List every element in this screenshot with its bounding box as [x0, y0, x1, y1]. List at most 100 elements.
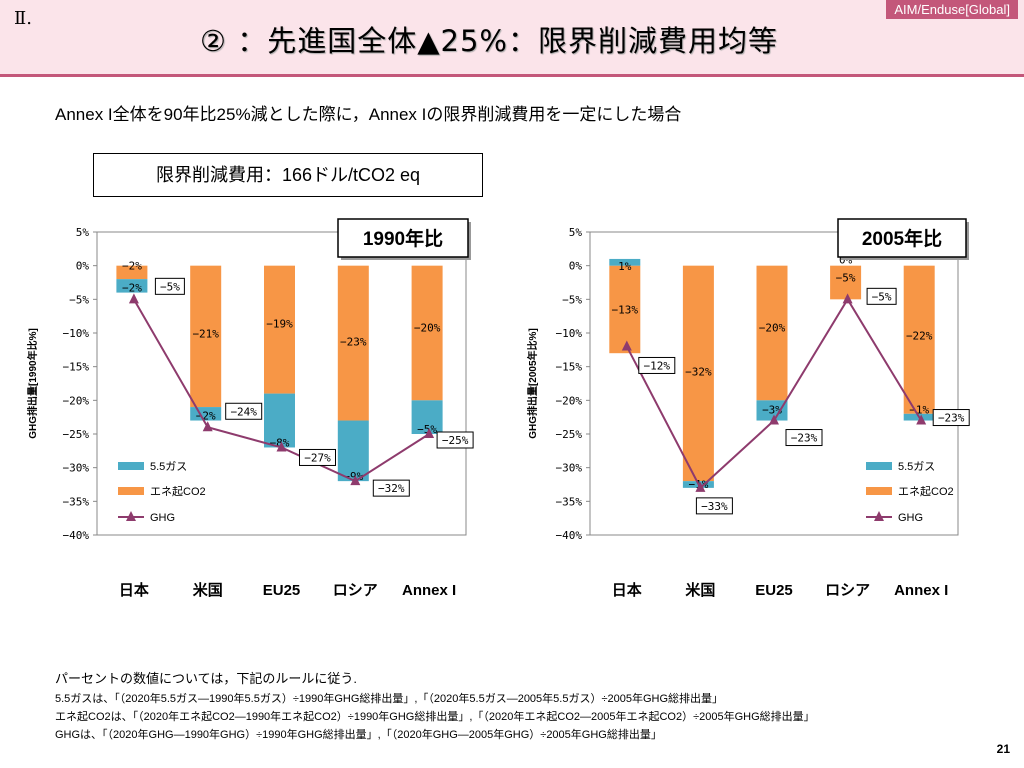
ghg-label-box — [299, 448, 336, 466]
ghg-data-label: −5% — [872, 290, 892, 303]
y-tick-label: −25% — [556, 428, 583, 441]
co2-data-label: −20% — [414, 322, 441, 335]
co2-bar — [264, 265, 295, 394]
legend-swatch-co2 — [118, 487, 144, 495]
ghg-label-box — [436, 431, 474, 449]
co2-data-label: −23% — [340, 336, 367, 349]
category-label: Annex I — [402, 582, 456, 599]
category-label: 日本 — [119, 581, 149, 599]
chart-title: 1990年比 — [363, 227, 443, 250]
ghg-marker — [350, 475, 361, 486]
co2-bar — [337, 265, 369, 421]
category-label: 米国 — [685, 581, 715, 599]
ghg-marker — [769, 414, 779, 425]
co2-bar — [756, 265, 788, 401]
y-tick-label: −30% — [556, 462, 583, 475]
legend-swatch-co2 — [866, 487, 892, 495]
gas-bar — [264, 393, 295, 448]
y-tick-label: −10% — [556, 327, 583, 340]
co2-data-label: −2% — [122, 260, 142, 273]
category-label: EU25 — [755, 582, 793, 599]
ghg-marker — [128, 293, 139, 304]
ghg-label-box — [695, 497, 733, 515]
chart-title: 2005年比 — [862, 227, 942, 250]
legend-label-gas: 5.5ガス — [898, 460, 935, 473]
ghg-data-label: −33% — [701, 500, 728, 513]
co2-data-label: −13% — [612, 304, 639, 317]
section-number: Ⅱ. — [14, 8, 32, 29]
gas-data-label: −1% — [909, 404, 929, 417]
co2-data-label: −20% — [759, 322, 786, 335]
ghg-label-box — [785, 429, 823, 447]
co2-data-label: −19% — [266, 318, 293, 331]
ghg-label-box — [638, 356, 676, 374]
y-tick-label: −5% — [562, 293, 582, 306]
slide-title: ② ：先進国全体▲25%：限界削減費用均等 — [200, 24, 778, 58]
chart-title-box — [837, 218, 967, 258]
y-tick-label: −25% — [63, 428, 90, 441]
y-tick-label: 5% — [76, 226, 90, 239]
y-tick-label: −10% — [63, 327, 90, 340]
y-tick-label: −5% — [69, 293, 89, 306]
co2-data-label: −21% — [192, 328, 219, 341]
y-tick-label: −15% — [556, 361, 583, 374]
ghg-marker — [621, 340, 632, 351]
ghg-data-label: −12% — [644, 359, 671, 372]
category-label: 日本 — [612, 581, 642, 599]
ghg-label-box — [154, 277, 185, 295]
co2-bar — [411, 265, 443, 401]
category-label: 米国 — [193, 581, 223, 599]
y-axis-label: GHG排出量[2005年比%] — [526, 328, 539, 439]
ghg-marker — [695, 481, 706, 492]
ghg-marker — [842, 293, 853, 304]
legend-swatch-gas — [118, 462, 144, 470]
y-tick-label: −20% — [556, 394, 583, 407]
category-label: EU25 — [263, 582, 301, 599]
gas-data-label: 1% — [618, 260, 632, 273]
marginal-cost-box: 限界削減費用：166ドル/tCO2 eq — [93, 153, 483, 197]
ghg-data-label: −27% — [304, 451, 331, 464]
co2-data-label: −32% — [685, 366, 712, 379]
gas-bar — [116, 279, 148, 293]
co2-bar — [609, 265, 641, 354]
ghg-label-box — [372, 479, 410, 497]
gas-data-label: −2% — [196, 410, 216, 423]
ghg-marker — [916, 414, 927, 425]
footnote-ghg: GHGは、「（2020年GHG―1990年GHG）÷1990年GHG総排出量」,… — [55, 729, 662, 741]
ghg-marker — [276, 441, 287, 452]
legend-label-co2: エネ起CO2 — [150, 485, 206, 498]
category-label: ロシア — [333, 582, 378, 599]
footnote-co2: エネ起CO2は、「（2020年エネ起CO2―1990年エネ起CO2）÷1990年… — [55, 711, 815, 723]
legend-label-co2: エネ起CO2 — [898, 485, 954, 498]
slide-header: Ⅱ. AIM/Enduse[Global] ② ：先進国全体▲25%：限界削減費… — [0, 0, 1024, 77]
co2-bar — [190, 265, 222, 408]
gas-data-label: −5% — [417, 423, 437, 436]
co2-bar — [830, 265, 862, 300]
ghg-data-label: −23% — [938, 412, 965, 425]
y-tick-label: −35% — [556, 495, 583, 508]
ghg-data-label: −32% — [378, 482, 405, 495]
charts-canvas: 5% 0% −5% −10% −15% −20% −25% −30% −35% −40% GHG排出… — [26, 218, 970, 599]
footnote-intro: パーセントの数値については，下記のルールに従う. — [55, 671, 357, 686]
y-axis-label: GHG排出量[1990年比%] — [26, 328, 39, 439]
legend-marker-ghg — [126, 511, 136, 521]
y-tick-label: −35% — [63, 495, 90, 508]
ghg-label-box — [932, 409, 970, 427]
y-tick-label: 0% — [569, 260, 583, 273]
ghg-label-box — [866, 287, 897, 305]
ghg-data-label: −5% — [160, 280, 180, 293]
y-tick-label: −15% — [63, 361, 90, 374]
gas-bar — [756, 400, 788, 421]
y-tick-label: −40% — [63, 529, 90, 542]
co2-bar — [116, 265, 148, 280]
gas-data-label: −2% — [122, 282, 142, 295]
ghg-data-label: −25% — [442, 434, 469, 447]
page-number: 21 — [996, 742, 1010, 756]
y-tick-label: −30% — [63, 462, 90, 475]
ghg-data-label: −23% — [791, 432, 818, 445]
gas-bar — [609, 258, 641, 266]
footnotes: パーセントの数値については，下記のルールに従う. 5.5ガスは、「（2020年5… — [55, 668, 815, 744]
ghg-label-box — [225, 402, 263, 420]
slide-subtitle: Annex I全体を90年比25%減とした際に，Annex Iの限界削減費用を一… — [55, 105, 682, 124]
legend-marker-ghg — [874, 511, 884, 521]
